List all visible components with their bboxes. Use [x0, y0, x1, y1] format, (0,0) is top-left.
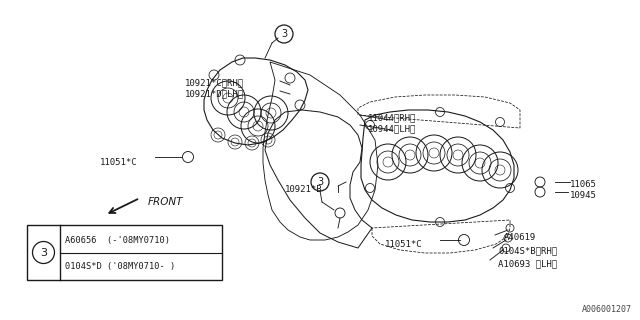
Text: 3: 3	[40, 247, 47, 258]
Text: A10693 〈LH〉: A10693 〈LH〉	[498, 259, 557, 268]
Text: 11051*C: 11051*C	[385, 240, 422, 249]
Text: 3: 3	[317, 177, 323, 187]
Text: 10944〈LH〉: 10944〈LH〉	[368, 124, 417, 133]
Text: A40619: A40619	[504, 233, 536, 242]
Text: 11065: 11065	[570, 180, 597, 189]
Text: 0104S*D ('08MY0710- ): 0104S*D ('08MY0710- )	[65, 262, 175, 271]
Text: 10921*C〈RH〉: 10921*C〈RH〉	[185, 78, 244, 87]
Text: 3: 3	[281, 29, 287, 39]
Text: 11051*C: 11051*C	[100, 158, 138, 167]
Text: A006001207: A006001207	[582, 305, 632, 314]
Text: 0104S*B〈RH〉: 0104S*B〈RH〉	[498, 246, 557, 255]
Text: 10945: 10945	[570, 191, 597, 200]
Bar	[27, 225, 222, 280]
Text: 11044〈RH〉: 11044〈RH〉	[368, 113, 417, 122]
Text: FRONT: FRONT	[148, 197, 184, 207]
Text: A60656  (-'08MY0710): A60656 (-'08MY0710)	[65, 236, 170, 245]
Text: 10921*D〈LH〉: 10921*D〈LH〉	[185, 89, 244, 98]
Text: 10921*B: 10921*B	[285, 185, 323, 194]
